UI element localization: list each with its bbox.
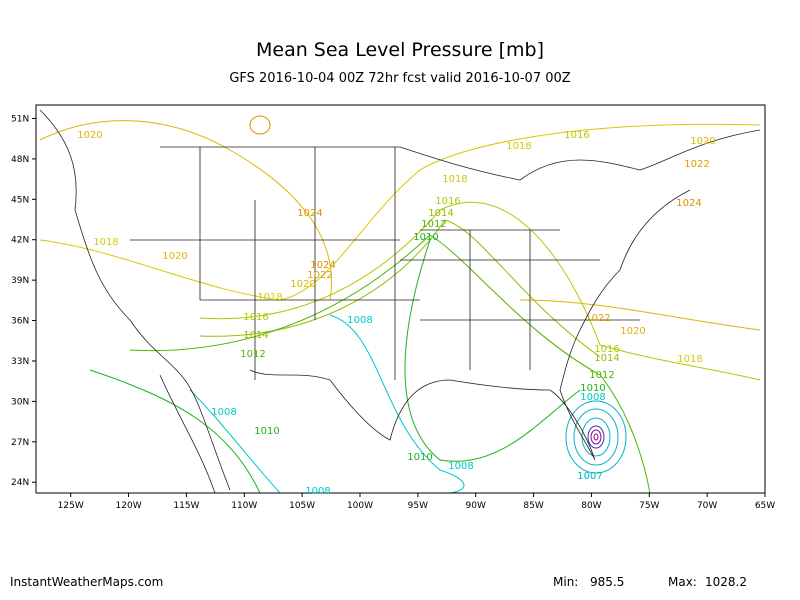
lat-tick-label: 51N — [11, 114, 29, 124]
contour-label: 1018 — [506, 141, 531, 152]
lon-tick-label: 70W — [697, 501, 717, 511]
contour-label: 1010 — [413, 232, 438, 243]
contour-label: 1022 — [684, 159, 709, 170]
lat-tick-label: 30N — [11, 397, 29, 407]
lon-tick-label: 115W — [173, 501, 199, 511]
lat-tick-label: 27N — [11, 438, 29, 448]
ticks: 125W 120W 115W 110W 105W 100W 95W 90W 85W 80W 75W 7… — [11, 114, 775, 511]
contour-label: 1018 — [257, 292, 282, 303]
contour-label: 1008 — [211, 407, 236, 418]
contour-label: 1010 — [407, 452, 432, 463]
contour-label: 1008 — [448, 461, 473, 472]
contour-label: 1008 — [305, 486, 330, 497]
lon-tick-label: 100W — [347, 501, 373, 511]
contour-label: 1010 — [254, 426, 279, 437]
lon-tick-label: 125W — [58, 501, 84, 511]
contour-labels: 1020101810161020102210241018101610141012… — [77, 130, 715, 497]
contour-label: 1020 — [620, 326, 645, 337]
max-value: 1028.2 — [705, 575, 747, 589]
contour-label: 1018 — [677, 354, 702, 365]
contour-label: 1020 — [290, 279, 315, 290]
contour-label: 1008 — [347, 315, 372, 326]
contour-label: 1018 — [442, 174, 467, 185]
lon-tick-label: 90W — [466, 501, 486, 511]
max-label: Max: — [668, 575, 697, 589]
contour-label: 1024 — [297, 208, 322, 219]
contour-label: 1020 — [162, 251, 187, 262]
contour-label: 1024 — [676, 198, 701, 209]
map-subtitle: GFS 2016-10-04 00Z 72hr fcst valid 2016-… — [229, 71, 570, 86]
lon-tick-label: 75W — [639, 501, 659, 511]
contour-label: 1022 — [585, 313, 610, 324]
lat-tick-label: 36N — [11, 317, 29, 327]
contour-label: 1022 — [307, 270, 332, 281]
lat-tick-label: 45N — [11, 195, 29, 205]
lon-tick-label: 85W — [523, 501, 543, 511]
contour-label: 1010 — [580, 383, 605, 394]
contour-label: 1007 — [577, 471, 602, 482]
min-label: Min: — [553, 575, 578, 589]
contour-label: 1016 — [594, 344, 619, 355]
contour-label: 1012 — [240, 349, 265, 360]
contour-label: 1016 — [243, 312, 268, 323]
contour-label: 1014 — [594, 353, 619, 364]
contour-label: 1014 — [243, 330, 268, 341]
map-frame — [35, 104, 766, 494]
lon-tick-label: 110W — [231, 501, 257, 511]
contour-label: 1012 — [589, 370, 614, 381]
lon-tick-label: 105W — [289, 501, 315, 511]
lon-tick-label: 65W — [755, 501, 775, 511]
map-title: Mean Sea Level Pressure [mb] — [256, 39, 544, 61]
lon-tick-label: 120W — [116, 501, 142, 511]
lat-tick-label: 24N — [11, 478, 29, 488]
contour-label: 1016 — [435, 196, 460, 207]
lon-tick-label: 95W — [408, 501, 428, 511]
min-value: 985.5 — [590, 575, 624, 589]
contour-label: 1008 — [580, 392, 605, 403]
contour-label: 1016 — [564, 130, 589, 141]
map-outlines — [39, 109, 761, 494]
contour-label: 1014 — [428, 208, 453, 219]
lat-tick-label: 39N — [11, 276, 29, 286]
contour-label: 1020 — [690, 136, 715, 147]
site-credit: InstantWeatherMaps.com — [10, 575, 163, 589]
contour-label: 1012 — [421, 219, 446, 230]
contour-label: 1020 — [77, 130, 102, 141]
contour-label: 1018 — [93, 237, 118, 248]
contours — [39, 115, 761, 494]
contour-label: 1024 — [310, 260, 335, 271]
lat-tick-label: 33N — [11, 357, 29, 367]
lat-tick-label: 42N — [11, 236, 29, 246]
lat-tick-label: 48N — [11, 155, 29, 165]
lon-tick-label: 80W — [581, 501, 601, 511]
